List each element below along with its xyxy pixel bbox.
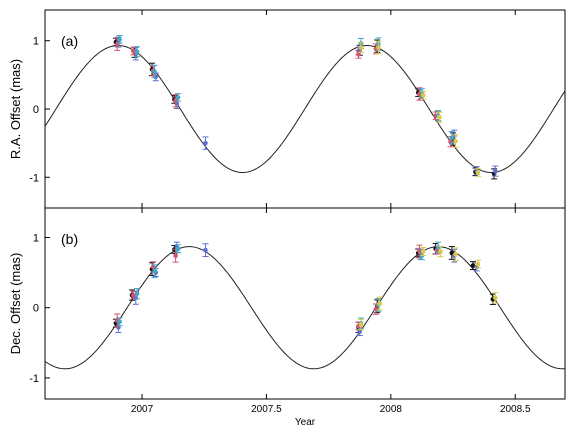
data-point <box>152 268 157 274</box>
data-point <box>357 329 363 334</box>
data-point <box>420 249 426 254</box>
y-axis-label: R.A. Offset (mas) <box>8 59 23 159</box>
data-series-2 <box>114 244 440 331</box>
y-tick-label: -1 <box>29 373 39 385</box>
data-point <box>358 45 364 50</box>
data-series-2 <box>114 37 454 148</box>
y-tick-label: 0 <box>33 104 39 116</box>
data-point <box>373 306 379 312</box>
y-tick-label: -1 <box>29 172 39 184</box>
model-curve <box>44 246 566 370</box>
data-point <box>493 295 498 301</box>
y-axis-label: Dec. Offset (mas) <box>8 253 23 355</box>
data-series-4 <box>357 40 481 177</box>
x-tick-label: 2007 <box>131 404 154 415</box>
data-point <box>493 168 498 174</box>
data-point <box>453 252 458 257</box>
data-point <box>475 170 481 175</box>
data-point <box>470 263 476 268</box>
data-point <box>437 114 442 120</box>
data-point <box>152 69 157 74</box>
data-series-4 <box>357 245 499 331</box>
data-point <box>358 322 364 327</box>
y-tick-label: 0 <box>33 303 39 315</box>
panel-dec-offset: 1 0 -1 2007 2007.5 2008 2008.5 Dec. Offset (mas… <box>8 207 566 428</box>
panel-label: (b) <box>61 231 78 247</box>
y-tick-label: 1 <box>33 232 39 244</box>
data-point <box>131 292 136 298</box>
data-point <box>449 135 455 140</box>
data-point <box>117 37 122 42</box>
model-curve <box>44 45 566 174</box>
x-tick-label: 2007.5 <box>251 404 282 415</box>
data-point <box>475 261 481 267</box>
data-series-1 <box>115 241 480 337</box>
x-tick-label: 2008.5 <box>500 404 531 415</box>
data-series-3 <box>116 241 442 329</box>
data-point <box>131 48 136 54</box>
data-point <box>453 138 458 144</box>
data-point <box>203 247 208 253</box>
data-point <box>420 93 426 98</box>
x-tick-label: 2008 <box>380 404 403 415</box>
data-point <box>134 49 140 54</box>
y-tick-label: 1 <box>33 36 39 48</box>
data-point <box>117 319 122 325</box>
data-point <box>203 140 208 146</box>
data-series-3 <box>116 35 455 145</box>
panel-ra-offset: 1 0 -1 R.A. Offset (mas) (a) <box>8 9 566 209</box>
data-point <box>175 246 181 252</box>
data-point <box>175 95 181 100</box>
panel-label: (a) <box>61 33 78 49</box>
data-point <box>435 245 441 250</box>
data-point <box>134 291 140 296</box>
data-point <box>377 301 382 306</box>
data-point <box>114 41 120 47</box>
data-point <box>438 249 443 254</box>
x-axis-label: Year <box>295 417 316 428</box>
plot-frame <box>44 207 566 400</box>
data-point <box>376 45 381 50</box>
data-point <box>173 253 178 259</box>
data-point <box>356 52 361 57</box>
